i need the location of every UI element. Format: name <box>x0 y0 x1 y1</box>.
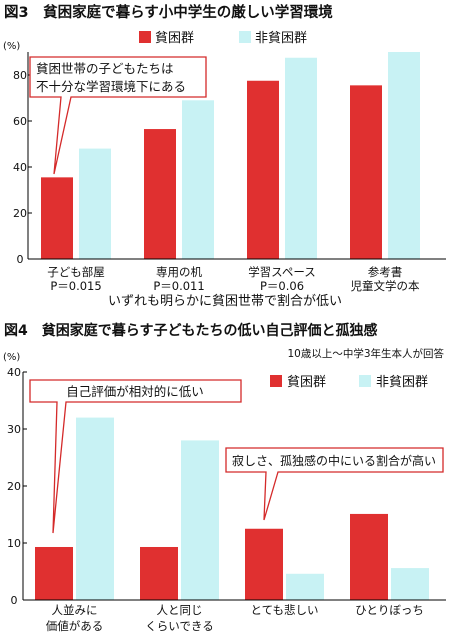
bars <box>41 52 420 259</box>
chart-footer: いずれも明らかに貧困世帯で割合が低い <box>108 293 342 309</box>
y-axis-unit: (%) <box>3 352 20 363</box>
x-tick-label-3-0: ひとりぼっち <box>355 603 424 617</box>
chart-note: 10歳以上～中学3年生本人が回答 <box>287 347 444 360</box>
y-tick-label-40: 40 <box>7 366 21 379</box>
bar-nonpoor-3 <box>388 52 420 259</box>
x-tick-label-3-0: 参考書 <box>368 265 403 279</box>
legend-swatch-nonpoor <box>239 31 251 43</box>
bar-poor-1 <box>140 546 178 600</box>
callout-line-2: 不十分な学習環境下にある <box>36 79 186 94</box>
bar-nonpoor-1 <box>182 100 214 259</box>
y-ticks: 0 10 20 30 40 <box>7 366 27 607</box>
x-tick-label-0-1: P＝0.015 <box>50 279 101 293</box>
legend-swatch-poor <box>139 31 151 43</box>
callout-box <box>29 379 242 534</box>
x-tick-label-1-1: くらいできる <box>145 619 213 633</box>
callout-line-1: 自己評価が相対的に低い <box>66 384 204 399</box>
y-ticks: 0 20 40 60 80 <box>13 69 32 266</box>
bar-poor-2 <box>245 528 283 600</box>
callout-box-2 <box>225 447 444 521</box>
legend-swatch-nonpoor <box>359 375 371 387</box>
bar-nonpoor-0 <box>76 417 114 600</box>
bar-poor-0 <box>35 546 73 600</box>
legend-label-nonpoor: 非貧困群 <box>255 31 307 46</box>
bar-nonpoor-0 <box>79 148 111 259</box>
bar-nonpoor-1 <box>181 440 219 600</box>
x-tick-label-1-1: P＝0.011 <box>153 279 204 293</box>
callout: 貧困世帯の子どもたちは 不十分な学習環境下にある <box>29 56 207 175</box>
y-tick-label-40: 40 <box>13 161 27 174</box>
legend-label-nonpoor: 非貧困群 <box>376 375 428 390</box>
y-tick-label-20: 20 <box>7 480 21 493</box>
y-tick-label-80: 80 <box>13 69 27 82</box>
callout-2: 寂しさ、孤独感の中にいる割合が高い <box>225 447 444 521</box>
bar-nonpoor-2 <box>285 57 317 259</box>
bar-nonpoor-3 <box>391 568 429 600</box>
legend: 貧困群 非貧困群 <box>139 31 307 46</box>
legend: 貧困群 非貧困群 <box>270 375 428 390</box>
bar-poor-0 <box>41 177 73 259</box>
bar-poor-1 <box>144 129 176 259</box>
y-tick-label-30: 30 <box>7 423 21 436</box>
x-tick-label-2-0: 学習スペース <box>248 265 316 279</box>
figure-4: 図4 貧困家庭で暮らす子どもたちの低い自己評価と孤独感 10歳以上～中学3年生本… <box>3 322 446 633</box>
callout-box <box>29 56 207 175</box>
y-axis-unit: (%) <box>3 41 20 52</box>
bars <box>35 417 429 600</box>
x-tick-label-1-0: 専用の机 <box>156 265 202 279</box>
legend-label-poor: 貧困群 <box>287 375 326 390</box>
bar-poor-3 <box>350 513 388 600</box>
callout: 自己評価が相対的に低い <box>29 379 242 534</box>
legend-swatch-poor <box>270 375 282 387</box>
y-tick-label-0: 0 <box>17 253 24 266</box>
x-tick-label-2-0: とても悲しい <box>250 603 318 617</box>
x-tick-label-2-1: P＝0.06 <box>260 279 304 293</box>
x-tick-label-0-1: 価値がある <box>46 619 104 633</box>
x-tick-label-0-0: 子ども部屋 <box>47 265 105 279</box>
y-tick-label-20: 20 <box>13 207 27 220</box>
x-tick-label-1-0: 人と同じ <box>157 603 203 617</box>
bar-poor-2 <box>247 80 279 259</box>
x-tick-label-3-1: 児童文学の本 <box>351 279 420 293</box>
y-tick-label-60: 60 <box>13 115 27 128</box>
chart-title: 図3 貧困家庭で暮らす小中学生の厳しい学習環境 <box>4 3 333 21</box>
figure-3: 図3 貧困家庭で暮らす小中学生の厳しい学習環境 貧困群 非貧困群 (%) 0 20… <box>3 3 446 309</box>
callout-line-1: 貧困世帯の子どもたちは <box>36 61 174 76</box>
callout-2-line-1: 寂しさ、孤独感の中にいる割合が高い <box>232 453 436 468</box>
legend-label-poor: 貧困群 <box>155 31 194 46</box>
chart-title: 図4 貧困家庭で暮らす子どもたちの低い自己評価と孤独感 <box>4 322 377 339</box>
y-tick-label-0: 0 <box>11 594 18 607</box>
x-tick-label-0-0: 人並みに <box>52 603 98 617</box>
bar-poor-3 <box>350 85 382 259</box>
y-tick-label-10: 10 <box>7 537 21 550</box>
bar-nonpoor-2 <box>286 573 324 600</box>
